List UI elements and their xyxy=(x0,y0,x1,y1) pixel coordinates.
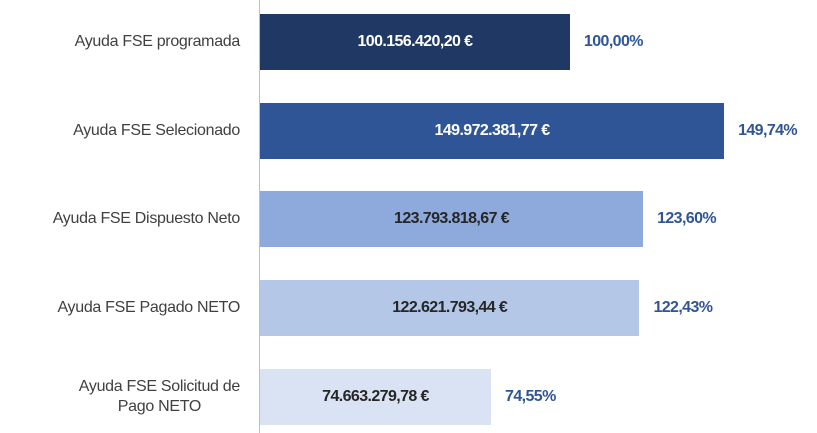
category-label: Ayuda FSE Solicitud de Pago NETO xyxy=(0,369,241,425)
value-label: 122.621.793,44 € xyxy=(392,299,508,317)
category-label: Ayuda FSE Dispuesto Neto xyxy=(0,191,241,247)
bar xyxy=(260,368,492,425)
value-label: 123.793.818,67 € xyxy=(394,210,510,228)
bar xyxy=(260,191,644,248)
percentage-label: 149,74% xyxy=(738,121,798,139)
category-label: Ayuda FSE Selecionado xyxy=(0,103,240,159)
value-label: 149.972.381,77 € xyxy=(434,121,551,139)
bar xyxy=(260,14,570,70)
percentage-label: 123,60% xyxy=(657,210,717,228)
category-label: Ayuda FSE Pagado NETO xyxy=(0,280,240,336)
category-text: Ayuda FSE Solicitud de Pago NETO xyxy=(78,377,241,415)
category-text: Ayuda FSE Pagado NETO xyxy=(57,299,240,317)
category-label: Ayuda FSE programada xyxy=(0,14,241,70)
percentage-label: 74,55% xyxy=(505,387,556,405)
category-text: Ayuda FSE Dispuesto Neto xyxy=(52,210,241,228)
category-text: Ayuda FSE Selecionado xyxy=(73,121,240,139)
bar xyxy=(260,102,725,159)
percentage-label: 100,00% xyxy=(583,33,644,50)
percentage-label: 122,43% xyxy=(653,299,713,317)
category-text: Ayuda FSE programada xyxy=(74,33,241,50)
value-label: 74.663.279,78 € xyxy=(322,387,429,405)
axis-line xyxy=(259,0,260,433)
value-label: 100.156.420,20 € xyxy=(357,33,473,50)
bar xyxy=(260,280,640,337)
